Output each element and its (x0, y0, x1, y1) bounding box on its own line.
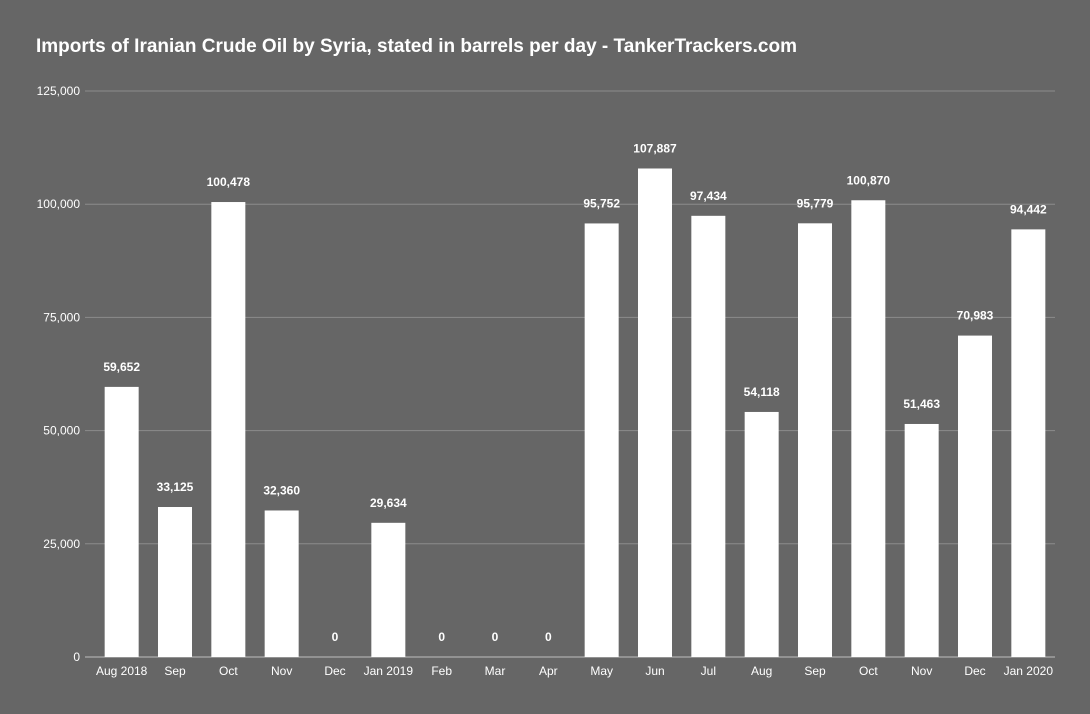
x-tick-label: Jan 2020 (1004, 664, 1054, 678)
bar (158, 507, 192, 657)
data-label: 0 (332, 630, 339, 644)
bar (904, 423, 939, 657)
y-tick-label: 0 (73, 650, 80, 664)
x-tick-label: Oct (859, 664, 878, 678)
bar (691, 215, 726, 657)
y-tick-label: 75,000 (43, 310, 80, 324)
bar (798, 223, 832, 657)
x-tick-label: Oct (219, 664, 238, 678)
bar (264, 510, 299, 657)
x-tick-label: Feb (431, 664, 452, 678)
x-tick-label: Sep (804, 664, 826, 678)
x-tick-label: Nov (271, 664, 292, 678)
data-label: 70,983 (957, 309, 994, 323)
data-label: 59,652 (103, 360, 140, 374)
x-tick-label: Sep (164, 664, 186, 678)
data-label: 100,478 (207, 175, 251, 189)
bar (584, 223, 619, 657)
bar (851, 200, 886, 658)
bar (1011, 229, 1046, 657)
data-label: 100,870 (847, 173, 891, 187)
data-label: 0 (492, 630, 499, 644)
data-label: 32,360 (263, 483, 300, 497)
x-tick-label: Jan 2019 (364, 664, 414, 678)
data-label: 0 (438, 630, 445, 644)
chart-title: Imports of Iranian Crude Oil by Syria, s… (36, 36, 797, 57)
bar (958, 335, 992, 657)
x-tick-label: Aug (751, 664, 772, 678)
data-label: 33,125 (157, 480, 194, 494)
bar (104, 386, 139, 657)
x-tick-label: Dec (324, 664, 345, 678)
data-label: 95,752 (583, 196, 620, 210)
x-tick-label: May (590, 664, 613, 678)
bar (371, 522, 406, 657)
y-tick-label: 50,000 (43, 424, 80, 438)
x-tick-label: Aug 2018 (96, 664, 148, 678)
data-label: 95,779 (797, 196, 834, 210)
x-tick-label: Nov (911, 664, 932, 678)
x-tick-label: Apr (539, 664, 558, 678)
x-tick-label: Jul (701, 664, 716, 678)
bar (211, 202, 246, 657)
x-tick-label: Dec (964, 664, 985, 678)
data-label: 107,887 (633, 141, 677, 155)
data-label: 29,634 (370, 496, 407, 510)
data-label: 51,463 (903, 397, 940, 411)
y-tick-label: 125,000 (37, 84, 81, 98)
bar (744, 411, 779, 657)
x-tick-label: Mar (485, 664, 506, 678)
data-label: 0 (545, 630, 552, 644)
y-tick-label: 100,000 (37, 197, 81, 211)
x-tick-label: Jun (645, 664, 664, 678)
bar (638, 168, 672, 657)
data-label: 94,442 (1010, 202, 1047, 216)
data-label: 54,118 (744, 385, 780, 399)
y-tick-label: 25,000 (43, 537, 80, 551)
data-label: 97,434 (690, 189, 727, 203)
